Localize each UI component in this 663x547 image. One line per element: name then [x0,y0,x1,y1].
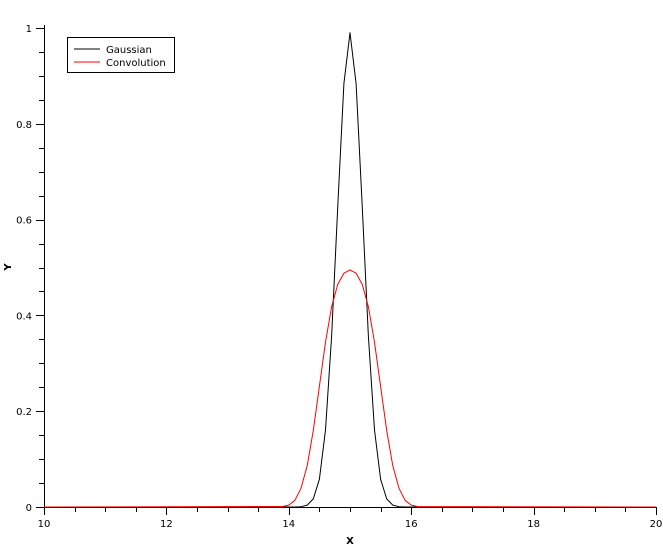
x-tick-label: 16 [405,519,418,530]
y-tick-label: 1 [26,24,32,35]
y-tick-label: 0.8 [16,120,32,131]
x-tick-label: 14 [282,519,295,530]
y-axis-title: Y [3,263,14,272]
legend-box [67,37,175,73]
x-tick-label: 10 [38,519,51,530]
series-line-convolution [43,269,657,508]
x-tick-label: 18 [527,519,540,530]
axes: 10 12 14 16 18 20 0 0.2 0.4 0.6 0.8 1 [16,24,662,530]
x-axis-title: X [346,536,354,547]
series-line-gaussian [44,32,656,508]
series-lines [43,32,657,508]
y-tick-label: 0.2 [16,407,32,418]
y-tick-label: 0.4 [16,311,32,322]
legend-label-convolution: Convolution [106,58,166,69]
y-tick-label: 0.6 [16,216,32,227]
x-tick-label: 12 [160,519,173,530]
legend-label-gaussian: Gaussian [106,45,152,56]
legend: Gaussian Convolution [67,37,175,73]
x-tick-label: 20 [650,519,663,530]
y-tick-label: 0 [26,503,32,514]
